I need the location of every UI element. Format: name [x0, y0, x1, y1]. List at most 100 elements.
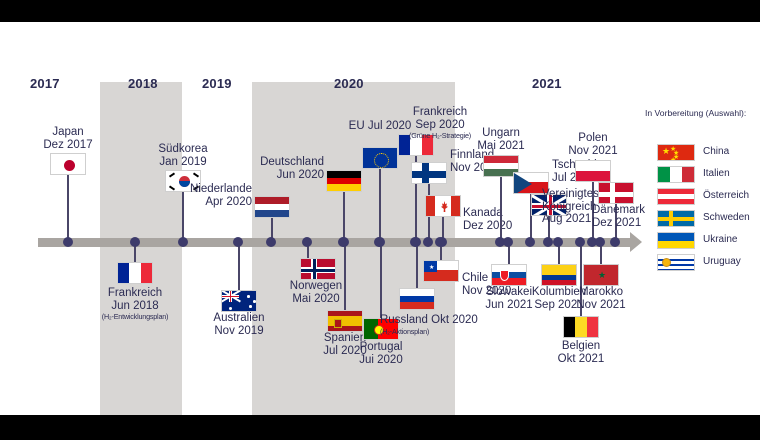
timeline-dot-belgien[interactable] — [575, 237, 585, 247]
stem-niederlande — [271, 218, 273, 242]
timeline-dot-russland[interactable] — [411, 237, 421, 247]
label-portugal-line2: Jui 2020 — [359, 353, 403, 366]
label-deutschland: Deutschland Jun 2020 — [246, 156, 324, 181]
label-frankreich-2020-line1: Frankreich — [412, 106, 468, 118]
stem-japan — [67, 170, 69, 242]
timeline-dot-finnland[interactable] — [423, 237, 433, 247]
timeline-arrow-icon — [630, 232, 642, 252]
label-spanien-line2: Jul 2020 — [323, 344, 367, 357]
label-kanada-line1: Kanada — [463, 207, 503, 219]
stem-slowakei — [508, 244, 510, 264]
year-label-2019: 2019 — [202, 76, 232, 91]
year-label-2017: 2017 — [30, 76, 60, 91]
flag-de — [326, 170, 362, 192]
label-chile: Chile Nov 2020 — [462, 272, 542, 297]
timeline-dot-japan[interactable] — [63, 237, 73, 247]
flag-no — [300, 258, 336, 280]
label-norwegen-line2: Mai 2020 — [292, 292, 340, 305]
flag-cl: ★ — [423, 260, 459, 282]
label-slowakei-line2: Jun 2021 — [485, 298, 533, 311]
label-uk-line3: Aug 2021 — [542, 213, 592, 226]
legend-label-schweden: Schweden — [703, 212, 750, 223]
timeline-dot-uk[interactable] — [543, 237, 553, 247]
label-slowakei: Slowakei Jun 2021 — [465, 286, 553, 311]
label-niederlande-line2: Apr 2020 — [205, 195, 252, 208]
year-band-2018 — [100, 82, 182, 415]
label-chile-line1: Chile — [462, 272, 489, 284]
label-ungarn-line1: Ungarn — [482, 127, 520, 139]
label-australien-line2: Nov 2019 — [214, 324, 264, 337]
year-label-2020: 2020 — [334, 76, 364, 91]
label-australien-line1: Australien — [213, 312, 265, 324]
label-spanien-line1: Spanien — [323, 332, 367, 344]
stem-chile — [440, 244, 442, 260]
stem-tschechien — [530, 194, 532, 242]
label-uk-line1: Vereinigtes — [542, 188, 599, 200]
legend-label-uruguay: Uruguay — [703, 256, 741, 267]
stem-kanada — [442, 217, 444, 242]
label-daenemark: Dänemark Dez 2021 — [592, 204, 672, 229]
flag-at — [657, 188, 695, 205]
label-marokko: Marokko Nov 2021 — [557, 286, 645, 311]
flag-nl — [254, 196, 290, 218]
legend-label-china: China — [703, 146, 730, 157]
stem-suedkorea — [182, 190, 184, 242]
timeline-dot-ungarn[interactable] — [495, 237, 505, 247]
label-frankreich-2018-line1: Frankreich — [107, 287, 163, 299]
label-belgien-line2: Okt 2021 — [557, 352, 605, 365]
legend: In Vorbereitung (Auswahl): ★ ★ ★ ★ ★ Chi… — [645, 108, 757, 271]
label-slowakei-line1: Slowakei — [485, 286, 533, 298]
stem-eu — [379, 169, 381, 242]
stem-russland — [416, 244, 418, 288]
timeline-dot-polen[interactable] — [587, 237, 597, 247]
timeline-dot-australien[interactable] — [233, 237, 243, 247]
timeline-dot-marokko[interactable] — [595, 237, 605, 247]
label-japan: Japan Dez 2017 — [24, 126, 112, 151]
stem-ungarn — [500, 177, 502, 242]
label-kanada-line2: Dez 2020 — [463, 219, 513, 232]
timeline-dot-niederlande[interactable] — [266, 237, 276, 247]
flag-jp — [50, 153, 86, 175]
timeline-dot-suedkorea[interactable] — [178, 237, 188, 247]
label-belgien-line1: Belgien — [561, 340, 601, 352]
timeline-dot-kolumbien[interactable] — [553, 237, 563, 247]
flag-be — [563, 316, 599, 338]
label-frankreich-2020: Frankreich Sep 2020 (Grüne H₂-Strategie) — [390, 106, 490, 140]
flag-kr — [165, 170, 201, 192]
timeline-dot-daenemark[interactable] — [610, 237, 620, 247]
label-marokko-line1: Marokko — [578, 286, 624, 298]
timeline-dot-norwegen[interactable] — [302, 237, 312, 247]
label-chile-line2: Nov 2020 — [462, 284, 512, 297]
flag-eu — [362, 147, 398, 169]
label-ungarn-line2: Mai 2021 — [477, 139, 525, 152]
legend-title: In Vorbereitung (Auswahl): — [645, 108, 747, 118]
flag-cn: ★ ★ ★ ★ ★ — [657, 144, 695, 161]
label-frankreich-2020-note: (Grüne H₂-Strategie) — [409, 131, 471, 141]
label-frankreich-2018-note: (H₂-Entwicklungsplan) — [101, 312, 169, 322]
timeline-dot-portugal[interactable] — [375, 237, 385, 247]
stem-marokko — [600, 244, 602, 264]
stem-belgien — [580, 244, 582, 316]
label-suedkorea-line1: Südkorea — [158, 143, 208, 155]
label-polen: Polen Nov 2021 — [555, 132, 631, 157]
stem-frankreich-2018 — [134, 244, 136, 262]
timeline-dot-frankreich-2018[interactable] — [130, 237, 140, 247]
timeline-dot-slowakei[interactable] — [503, 237, 513, 247]
label-frankreich-2020-line2: Sep 2020 — [415, 118, 465, 131]
label-australien: Australien Nov 2019 — [195, 312, 283, 337]
flag-cz — [513, 172, 549, 194]
year-label-2018: 2018 — [128, 76, 158, 91]
timeline-dot-tschechien[interactable] — [525, 237, 535, 247]
flag-it — [657, 166, 695, 183]
label-uk: Vereinigtes Königreich Aug 2021 — [542, 188, 632, 226]
timeline-dot-chile[interactable] — [435, 237, 445, 247]
flag-ma: ★ — [583, 264, 619, 286]
timeline-dot-spanien[interactable] — [339, 237, 349, 247]
legend-label-ukraine: Ukraine — [703, 234, 738, 245]
stem-deutschland — [343, 192, 345, 242]
flag-pt — [363, 318, 399, 340]
label-deutschland-line1: Deutschland — [260, 156, 324, 168]
label-norwegen-line1: Norwegen — [289, 280, 343, 292]
flag-ca — [425, 195, 461, 217]
stem-frankreich-2020 — [415, 156, 417, 242]
